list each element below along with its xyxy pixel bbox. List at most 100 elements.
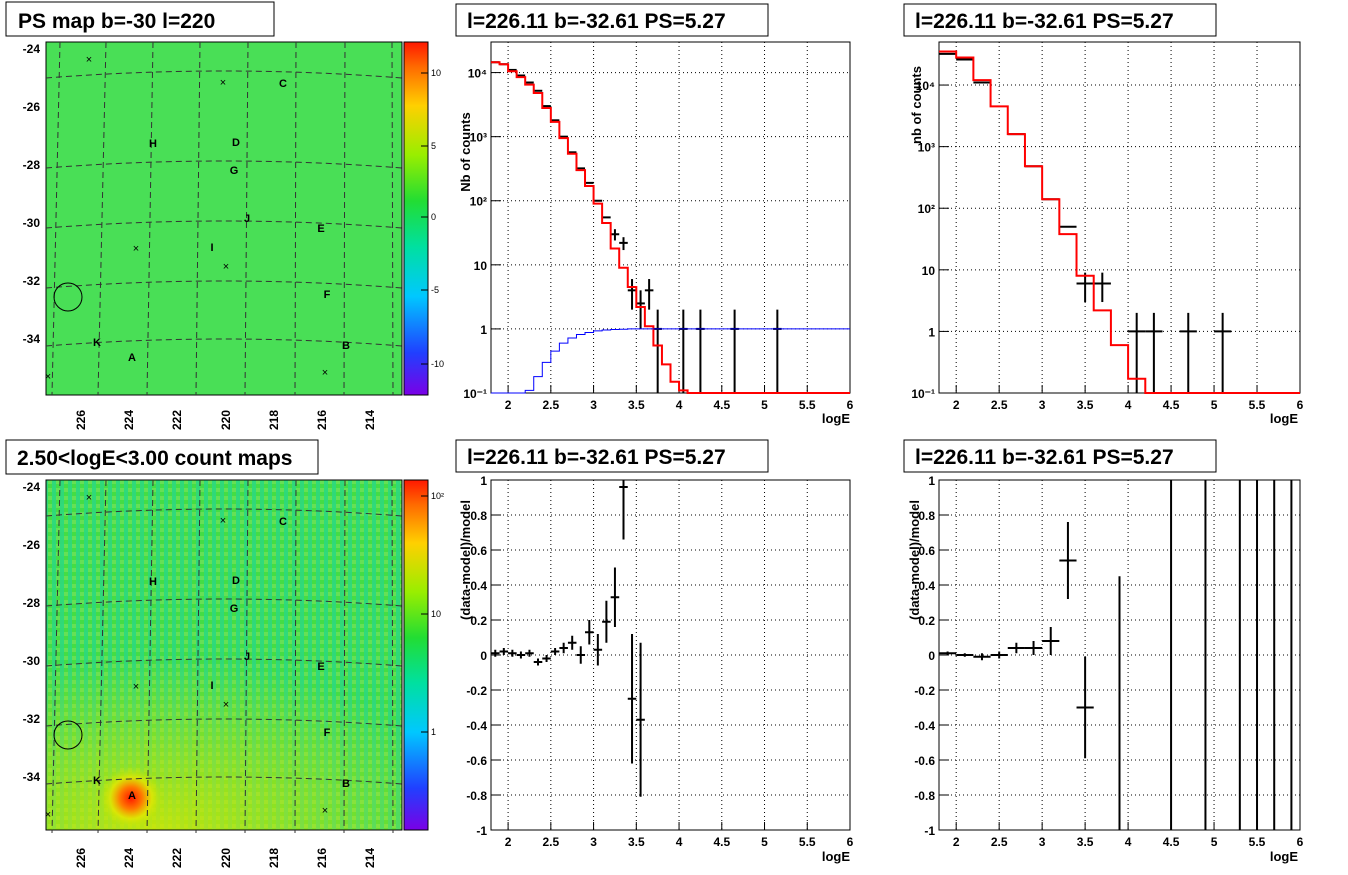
map-x-tick-label: 224 [122,848,136,868]
data-point [567,635,577,650]
source-label: G [230,603,239,615]
y-tick-label: -1 [476,824,487,838]
map-y-tick-label: -28 [23,596,41,610]
source-label: C [279,78,287,90]
cross-marker: × [45,809,51,821]
colorbar-tick-label: 1 [431,727,436,737]
x-tick-label: 3 [590,398,597,412]
map-x-tick-label: 214 [363,410,377,430]
cross-marker: × [45,371,51,383]
y-tick-label: 1 [480,323,487,337]
x-tick-label: 5 [1211,835,1218,849]
res1-title: l=226.11 b=-32.61 PS=5.27 [467,446,726,469]
data-point [542,655,551,662]
y-tick-label: 1 [480,474,487,488]
longitude-line [244,479,249,834]
res1-xlabel: logE [822,849,850,864]
map-y-tick-label: -34 [23,770,41,784]
res1-ylabel: (data-model)/model [458,500,473,620]
spec1-title: l=226.11 b=-32.61 PS=5.27 [467,10,726,33]
map-y-tick-label: -32 [23,712,41,726]
data-point [499,648,509,655]
longitude-line [97,479,107,834]
cross-marker: × [86,492,92,504]
map-y-tick-label: -30 [23,216,41,230]
x-tick-label: 3 [590,835,597,849]
x-tick-label: 6 [1297,835,1304,849]
x-tick-label: 3 [1039,398,1046,412]
y-tick-label: 10⁴ [468,67,487,81]
map-y-tick-label: -24 [23,42,41,56]
colorbar [403,41,429,396]
x-tick-label: 2 [953,398,960,412]
source-label: G [230,165,239,177]
x-tick-label: 2 [953,835,960,849]
source-label: B [342,340,350,352]
colorbar-ticks: 10 5 0 -5 -10 [421,68,444,369]
source-label: H [149,576,157,588]
data-point [610,229,620,241]
x-tick-label: 5.5 [799,835,816,849]
coordinate-grid [45,479,403,834]
y-tick-label: 0 [480,649,487,663]
x-tick-label: 3 [1039,835,1046,849]
title-ps-map: PS map b=-30 l=220 [5,1,275,37]
x-tick-label: 6 [1297,398,1304,412]
x-tick-label: 5 [1211,398,1218,412]
data-point [636,290,645,329]
cross-marker: × [322,805,328,817]
x-tick-label: 2.5 [542,398,559,412]
x-tick-label: 4 [1125,835,1132,849]
longitude-line [97,41,107,396]
data-point [619,480,628,540]
title-res1: l=226.11 b=-32.61 PS=5.27 [455,439,769,473]
cross-marker: × [133,681,139,693]
count-map-panel: 10² 10 1 226 224 222 220 218 216 214 -24 -26 -28 -30… [23,479,444,868]
res2-title: l=226.11 b=-32.61 PS=5.27 [915,446,1174,469]
y-tick-label: 1 [928,325,935,339]
data-point [550,648,560,655]
y-tick-label: 10 [922,264,936,278]
source-label: J [244,651,250,663]
x-tick-label: 4.5 [1163,398,1180,412]
data-point [508,649,517,657]
data-point [576,646,586,664]
longitude-line [195,41,201,396]
y-tick-label: -0.6 [914,754,935,768]
map-axis-ticks: 226 224 222 220 218 216 214 -24 -26 -28 -30 -32 -34 [23,42,377,430]
x-tick-label: 3.5 [628,835,645,849]
longitude-line [294,479,297,834]
y-tick-label: 10⁻¹ [911,387,935,401]
y-tick-label: 0.6 [918,544,935,558]
residual-plot-1: 2 2.5 3 3.5 4 4.5 5 5.5 6 -1 -0.8 -0.6 -0.4 -0.2 0 0.2 0… [466,474,853,849]
y-tick-label: 10⁻¹ [463,387,487,401]
res2-ylabel: (data-model)/model [907,500,922,620]
y-tick-label: -0.6 [466,754,487,768]
source-markers: C H D G J E I F K A B × × × × × × [45,492,350,821]
map-x-tick-label: 224 [122,410,136,430]
spec1-xlabel: logE [822,411,850,426]
longitude-line [195,479,201,834]
colorbar-tick-label: 10² [431,491,444,501]
longitude-line [343,41,346,396]
y-tick-label: -0.8 [914,789,935,803]
data-point [602,600,611,643]
x-tick-label: 4.5 [1163,835,1180,849]
source-label: F [324,727,331,739]
series-ratio-line [491,328,850,394]
spec1-ylabel: Nb of counts [458,112,473,191]
longitude-line [51,479,61,834]
map-y-tick-label: -34 [23,332,41,346]
title-res2: l=226.11 b=-32.61 PS=5.27 [903,439,1217,473]
data-point [956,653,974,657]
y-tick-label: 0.8 [470,509,487,523]
x-tick-label: 3.5 [628,398,645,412]
x-tick-label: 2.5 [542,835,559,849]
count-map-frame [45,479,403,831]
y-tick-label: 10³ [918,141,935,155]
longitude-line [146,479,154,834]
map-x-tick-label: 222 [170,410,184,430]
map-x-tick-label: 218 [267,410,281,430]
x-tick-label: 2 [505,398,512,412]
target-circle [53,282,83,312]
